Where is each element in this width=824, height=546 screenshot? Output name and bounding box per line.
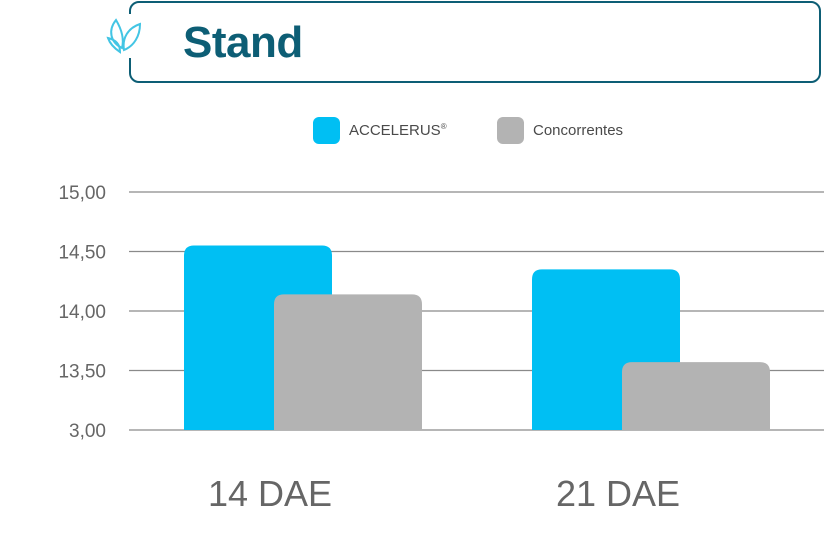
- y-tick-label: 15,00: [58, 183, 106, 204]
- bar-concorrentes: [274, 294, 422, 430]
- chart-title: Stand: [183, 18, 303, 67]
- legend-label-accelerus-text: ACCELERUS: [349, 121, 441, 139]
- registered-mark: ®: [440, 121, 447, 131]
- legend-label-accelerus: ACCELERUS®: [349, 122, 447, 139]
- legend-swatch-accelerus: [313, 116, 340, 144]
- bar-concorrentes: [622, 362, 770, 430]
- legend-label-concorrentes: Concorrentes: [533, 121, 624, 139]
- y-tick-label: 3,00: [69, 421, 106, 442]
- legend-item-accelerus: ACCELERUS®: [313, 116, 447, 144]
- y-tick-label: 13,50: [58, 362, 106, 383]
- y-tick-label: 14,50: [58, 243, 106, 264]
- y-tick-label: 14,00: [58, 302, 106, 323]
- leaves-icon: [104, 14, 148, 58]
- legend-swatch-concorrentes: [497, 116, 524, 144]
- x-category-label: 14 DAE: [208, 473, 332, 514]
- legend-item-concorrentes: Concorrentes: [497, 116, 624, 144]
- x-category-label: 21 DAE: [556, 473, 680, 514]
